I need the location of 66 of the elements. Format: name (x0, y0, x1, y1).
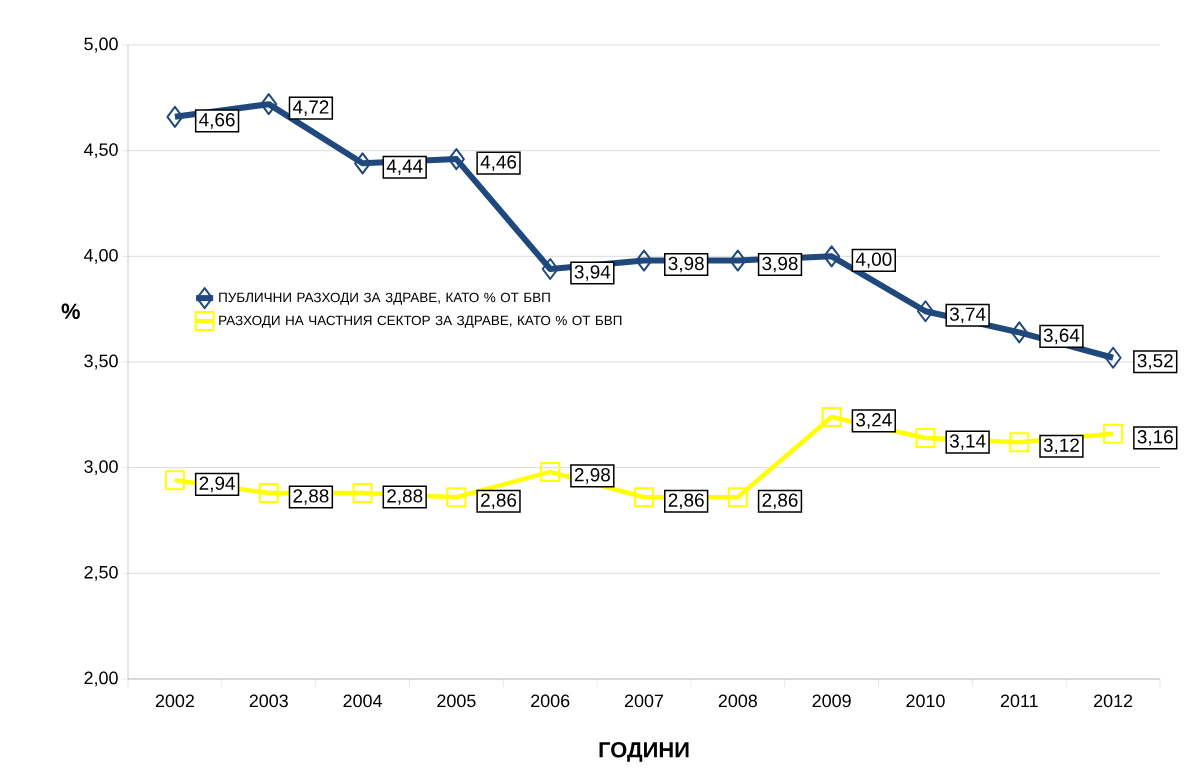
x-tick-label: 2011 (1000, 694, 1038, 708)
x-tick-label: 2003 (249, 694, 288, 708)
data-label: 3,64 (1043, 328, 1080, 345)
y-axis-title: % (61, 303, 80, 319)
y-tick-label: 4,50 (83, 143, 118, 159)
point (354, 152, 372, 175)
x-tick-label: 2006 (531, 694, 570, 708)
point (166, 105, 184, 128)
legend-label: ПУБЛИЧНИ РАЗХОДИ ЗА ЗДРАВЕ, КАТО % ОТ БВП (219, 292, 550, 305)
data-label: 2,98 (574, 468, 610, 484)
point (821, 406, 842, 427)
point (915, 428, 936, 449)
point (258, 483, 279, 504)
point (634, 487, 655, 508)
data-label: 2,94 (199, 476, 235, 493)
data-label: 2,88 (387, 489, 423, 505)
y-tick-label: 3,00 (84, 460, 118, 476)
point (1009, 432, 1030, 453)
point (540, 461, 561, 482)
x-tick-label: 2009 (812, 694, 851, 708)
point (164, 470, 185, 491)
x-tick-label: 2005 (437, 694, 476, 708)
point (260, 93, 278, 116)
data-label: 2,86 (762, 493, 798, 510)
data-label: 2,86 (668, 493, 704, 510)
x-axis-title: ГОДИНИ (599, 742, 689, 762)
x-tick-label: 2012 (1094, 694, 1133, 708)
data-label: 4,66 (199, 113, 235, 129)
x-tick-label: 2004 (343, 694, 382, 708)
data-label: 3,16 (1137, 430, 1173, 446)
data-label: 2,86 (481, 493, 517, 510)
y-tick-label: 2,00 (84, 671, 118, 687)
point (1104, 346, 1122, 369)
legend-label: РАЗХОДИ НА ЧАСТНИЯ СЕКТОР ЗА ЗДРАВЕ, КАТО % ОТ БВП (219, 315, 622, 328)
point (916, 300, 934, 323)
point (727, 487, 748, 508)
x-tick-label: 2008 (718, 694, 757, 708)
y-tick-label: 3,50 (84, 354, 118, 370)
point (541, 258, 559, 280)
point (635, 249, 653, 272)
point (1010, 321, 1028, 344)
data-label: 3,98 (668, 256, 704, 273)
y-tick-label: 2,50 (84, 565, 118, 581)
x-tick-label: 2010 (906, 694, 945, 708)
y-tick-label: 5,00 (84, 37, 118, 53)
x-tick-label: 2007 (624, 694, 664, 708)
data-label: 3,12 (1043, 438, 1079, 455)
data-label: 4,00 (855, 252, 892, 269)
data-label: 4,44 (386, 159, 423, 176)
data-label: 4,46 (480, 155, 517, 171)
data-label: 4,72 (292, 100, 329, 116)
data-label: 2,88 (293, 489, 329, 505)
data-label: 3,98 (762, 256, 798, 273)
data-label: 3,94 (574, 265, 611, 281)
y-tick-label: 4,00 (83, 248, 118, 264)
point (352, 483, 373, 504)
data-label: 3,14 (949, 434, 986, 450)
point (447, 148, 465, 171)
point (823, 245, 841, 268)
point (446, 487, 467, 508)
data-label: 3,24 (856, 413, 892, 429)
point (729, 249, 747, 272)
point (1103, 423, 1124, 444)
x-tick-label: 2002 (155, 694, 194, 708)
data-label: 3,52 (1137, 353, 1173, 370)
data-label: 3,74 (949, 307, 986, 324)
